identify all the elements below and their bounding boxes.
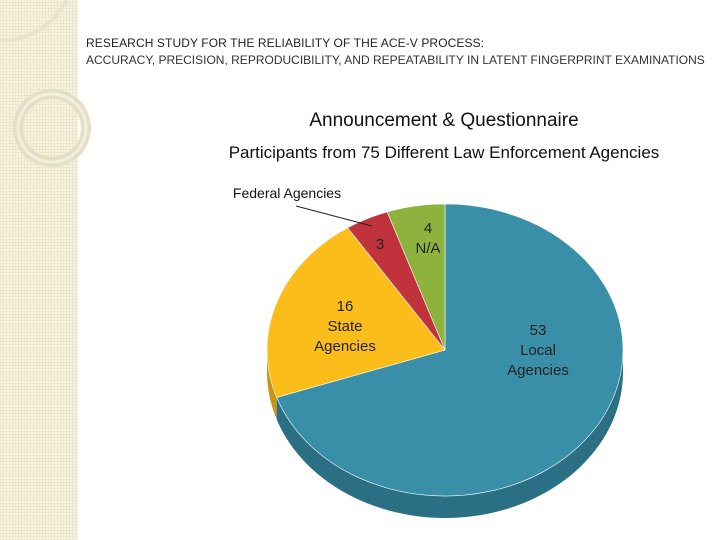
pie-label-line: State <box>327 318 362 335</box>
pie-slice-3 <box>386 203 446 351</box>
decorative-rings <box>0 0 91 167</box>
pie-label-line: Local <box>520 342 556 359</box>
slide-title-line1: RESEARCH STUDY FOR THE RELIABILITY OF TH… <box>86 36 485 50</box>
chart-heading: Announcement & Questionnaire <box>309 110 579 131</box>
decorative-side-strip <box>0 0 78 540</box>
pie-slice-1 <box>266 227 446 398</box>
pie-label-line: N/A <box>415 240 440 257</box>
pie-label-0: 53 Local Agencies <box>507 322 569 379</box>
chart-subheading: Participants from 75 Different Law Enfor… <box>228 143 660 162</box>
pie-label-line: 3 <box>376 236 384 253</box>
decorative-ring-highlight <box>16 92 88 164</box>
pie-slice-side-0 <box>276 350 623 518</box>
federal-callout-line <box>295 205 373 227</box>
pie-label-1: 16 State Agencies <box>314 298 376 355</box>
pie-label-line: 4 <box>424 220 432 237</box>
pie-label-line: Agencies <box>314 338 376 355</box>
decorative-arc <box>0 0 69 43</box>
pie-label-2: 3 <box>376 236 384 253</box>
slide-title-line2: ACCURACY, PRECISION, REPRODUCIBILITY, AN… <box>86 53 705 67</box>
pie-slice-0 <box>276 203 624 497</box>
pie-label-line: Agencies <box>507 362 569 379</box>
pie-label-line: 16 <box>337 298 354 315</box>
pie-label-line: 53 <box>530 322 547 339</box>
federal-callout-label: Federal Agencies <box>233 185 341 201</box>
pie-label-3: 4 N/A <box>415 220 440 257</box>
